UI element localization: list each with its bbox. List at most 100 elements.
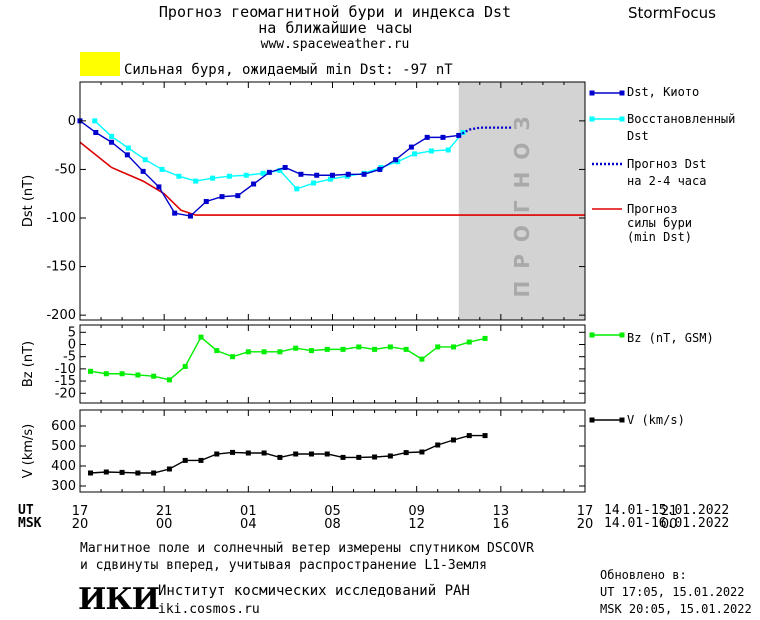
- point-dst-kyoto-16: [330, 172, 335, 178]
- point-bz-7: [198, 334, 204, 340]
- point-v-8: [214, 451, 220, 457]
- point-v-14: [308, 451, 314, 457]
- y-tick-label-1-3: -10: [55, 362, 76, 377]
- chart-title-line1: Прогноз геомагнитной бури и индекса Dst: [158, 3, 512, 21]
- point-v-20: [403, 450, 409, 456]
- point-bz-9: [230, 354, 236, 360]
- y-tick-label-0-0: 0: [68, 114, 76, 129]
- point-v-13: [293, 451, 299, 457]
- point-v-10: [245, 450, 251, 456]
- storm-color-swatch: [80, 52, 120, 76]
- point-bz-10: [245, 349, 251, 355]
- point-dst-kyoto-7: [187, 213, 193, 219]
- legend-v-swatch-marker-b: [619, 417, 625, 423]
- point-restored-1: [109, 133, 115, 139]
- point-bz-0: [88, 368, 94, 374]
- x-tick-label-msk-0: 20: [72, 517, 89, 532]
- point-restored-12: [294, 186, 300, 192]
- x-tick-label-msk-6: 20: [577, 517, 594, 532]
- series-v: [90, 434, 486, 474]
- point-restored-11: [277, 167, 283, 173]
- point-restored-14: [327, 176, 333, 182]
- point-dst-kyoto-6: [172, 210, 178, 216]
- y-tick-label-2-1: 500: [51, 439, 76, 454]
- legend-strength-label-1: Прогноз: [627, 202, 678, 216]
- point-v-1: [103, 469, 109, 475]
- legend-v-label: V (km/s): [627, 413, 685, 427]
- point-bz-16: [340, 346, 346, 352]
- point-restored-0: [92, 118, 98, 124]
- point-v-24: [466, 433, 472, 439]
- chart-title-line2: на ближайшие часы: [258, 19, 412, 37]
- x-tick-label-msk-2: 04: [240, 517, 257, 532]
- v-panel-frame: [79, 409, 586, 493]
- series-storm-strength: [79, 141, 585, 216]
- point-bz-17: [356, 344, 362, 350]
- x-tick-label-ut-7: 21: [661, 504, 678, 519]
- point-dst-kyoto-12: [266, 169, 272, 175]
- msk-date-range: 14.01-16.01.2022: [604, 516, 730, 531]
- point-bz-18: [372, 346, 378, 352]
- point-restored-8: [226, 173, 232, 179]
- iki-logo: ИКИ: [78, 582, 160, 617]
- storm-alert-text: Сильная буря, ожидаемый min Dst: -97 nT: [124, 62, 453, 78]
- point-bz-6: [182, 363, 188, 369]
- point-dst-kyoto-21: [408, 144, 414, 150]
- point-bz-23: [450, 344, 456, 350]
- point-restored-10: [260, 170, 266, 176]
- point-dst-kyoto-22: [424, 134, 430, 140]
- x-tick-label-msk-4: 12: [408, 517, 425, 532]
- site-url[interactable]: www.spaceweather.ru: [260, 37, 410, 52]
- footer-note-line2: и сдвинуты вперед, учитывая распростране…: [80, 558, 487, 573]
- bz-panel-frame: [79, 324, 586, 404]
- forecast-band-label: ПРОГНОЗ: [510, 104, 534, 297]
- legend-dst-kyoto-swatch-marker-b: [619, 90, 625, 96]
- point-bz-22: [435, 344, 441, 350]
- legend-strength-label-2: силы бури: [627, 216, 693, 230]
- point-v-2: [119, 469, 125, 475]
- legend-restored-swatch-marker-a: [589, 116, 595, 122]
- legend-dst-kyoto-label: Dst, Киото: [627, 85, 700, 99]
- point-v-5: [166, 466, 172, 472]
- point-restored-7: [210, 175, 216, 181]
- point-v-22: [435, 442, 441, 448]
- x-tick-label-msk-5: 16: [493, 517, 510, 532]
- x-tick-label-ut-5: 13: [493, 504, 510, 519]
- legend-bz-swatch-marker-b: [619, 332, 625, 338]
- point-restored-4: [159, 166, 165, 172]
- point-v-7: [198, 457, 204, 463]
- x-tick-label-ut-3: 05: [324, 504, 341, 519]
- point-v-12: [277, 454, 283, 460]
- point-dst-kyoto-5: [156, 184, 162, 190]
- x-tick-label-ut-1: 21: [156, 504, 173, 519]
- point-v-18: [372, 454, 378, 460]
- y-axis-label-0: Dst (nT): [21, 175, 36, 227]
- legend-dst-kyoto-swatch-marker-a: [589, 90, 595, 96]
- x-tick-label-ut-0: 17: [72, 504, 89, 519]
- point-v-23: [450, 437, 456, 443]
- point-v-15: [324, 451, 330, 457]
- institute-name: Институт космических исследований РАН: [158, 583, 470, 599]
- institute-site[interactable]: iki.cosmos.ru: [158, 602, 260, 617]
- point-dst-kyoto-11: [251, 181, 257, 187]
- point-bz-4: [151, 373, 157, 379]
- point-dst-kyoto-2: [109, 139, 115, 145]
- point-restored-2: [125, 145, 131, 151]
- point-restored-9: [243, 172, 249, 178]
- point-v-3: [135, 470, 141, 476]
- series-dst-kyoto: [79, 120, 459, 217]
- point-bz-25: [482, 335, 488, 341]
- legend-restored-label-1: Восстановленный: [627, 112, 736, 126]
- x-tick-label-ut-4: 09: [408, 504, 425, 519]
- point-v-9: [230, 449, 236, 455]
- point-restored-21: [445, 147, 451, 153]
- y-tick-label-0-4: -200: [46, 308, 76, 323]
- point-bz-5: [166, 377, 172, 383]
- series-forecast-dst: [458, 126, 512, 137]
- point-bz-14: [308, 348, 314, 354]
- point-v-16: [340, 454, 346, 460]
- msk-label: MSK: [18, 516, 42, 531]
- updated-ut: UT 17:05, 15.01.2022: [600, 585, 745, 599]
- point-bz-21: [419, 356, 425, 362]
- point-restored-19: [412, 151, 418, 157]
